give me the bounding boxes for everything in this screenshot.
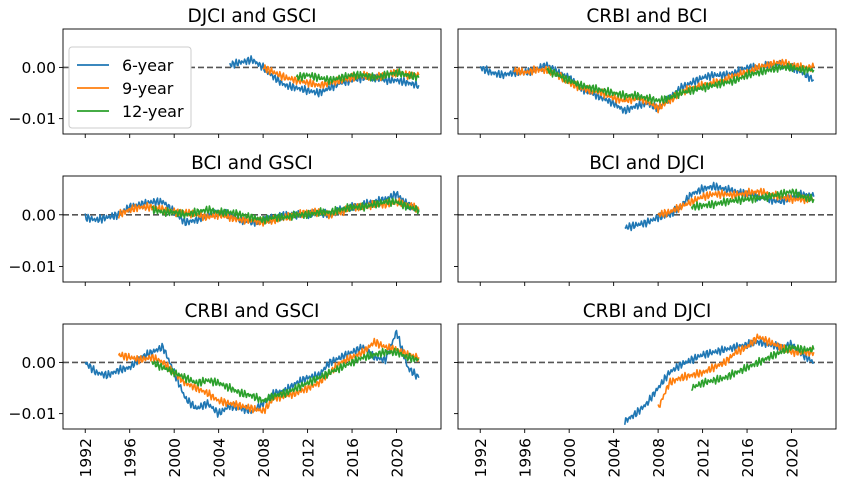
y-tick-label: 0.00 [21, 59, 56, 77]
y-tick-label: −0.01 [9, 258, 57, 276]
series-group [624, 333, 815, 425]
axes-frame [62, 28, 442, 135]
legend-box [68, 46, 192, 129]
axes-frame [457, 175, 837, 283]
panel-title: CRBI and BCI [586, 6, 707, 27]
series-line-12-year [690, 344, 815, 392]
axes-frame [457, 323, 837, 430]
series-line-12-year [151, 347, 420, 404]
x-tick-label: 2016 [344, 438, 362, 477]
series-group [229, 55, 420, 98]
series-line-6-year [229, 55, 420, 98]
x-tick-label: 2012 [300, 438, 318, 477]
y-tick-label: −0.01 [9, 405, 57, 423]
x-tick-label: 2020 [784, 438, 802, 477]
x-tick-label: 2000 [166, 438, 184, 477]
series-group [84, 190, 420, 227]
x-tick-label: 2012 [695, 438, 713, 477]
legend-label: 6-year [122, 56, 174, 75]
x-tick-label: 1992 [77, 438, 95, 477]
series-line-12-year [690, 188, 815, 211]
series-line-12-year [295, 68, 420, 86]
panel-6: CRBI and DJCI 1992 1996 2000 2004 2008 2012 201… [454, 301, 837, 477]
panel-title: BCI and DJCI [589, 153, 704, 174]
x-tick-label: 2016 [739, 438, 757, 477]
panel-2: CRBI and BCI [454, 6, 837, 138]
panel-title: CRBI and GSCI [185, 301, 320, 322]
axes-frame [62, 323, 442, 430]
series-line-6-year [624, 181, 815, 232]
axes-frame [62, 175, 442, 283]
series-line-12-year [151, 197, 420, 225]
panel-1: DJCI and GSCI 0.00 −0.01 6-year 9-year 12-yea… [9, 6, 442, 138]
legend-label: 9-year [122, 79, 174, 98]
series-line-6-year [624, 338, 815, 425]
legend: 6-year 9-year 12-year [68, 46, 192, 129]
x-tick-label: 1996 [122, 438, 140, 477]
x-tick-label: 2020 [389, 438, 407, 477]
x-tick-label: 2008 [255, 438, 273, 477]
panel-title: DJCI and GSCI [187, 6, 316, 27]
panel-5: CRBI and GSCI 1992 1996 2000 2004 2008 2012 201… [9, 301, 442, 477]
series-line-6-year [84, 329, 420, 418]
panel-title: BCI and GSCI [191, 153, 313, 174]
x-tick-label: 2000 [561, 438, 579, 477]
panel-4: BCI and DJCI [454, 153, 837, 286]
y-tick-label: −0.01 [9, 110, 57, 128]
series-group [624, 181, 815, 232]
series-group [84, 329, 420, 418]
legend-label: 12-year [122, 102, 184, 121]
x-tick-label: 1996 [517, 438, 535, 477]
x-tick-label: 2008 [650, 438, 668, 477]
y-tick-label: 0.00 [21, 354, 56, 372]
series-group [479, 58, 815, 115]
x-tick-label: 2004 [211, 438, 229, 477]
panel-title: CRBI and DJCI [583, 301, 712, 322]
panel-3: BCI and GSCI 0.00 −0.01 [9, 153, 442, 286]
x-tick-label: 1992 [472, 438, 490, 477]
series-line-12-year [546, 62, 815, 105]
axes-frame [457, 28, 837, 135]
x-tick-label: 2004 [606, 438, 624, 477]
y-tick-label: 0.00 [21, 206, 56, 224]
